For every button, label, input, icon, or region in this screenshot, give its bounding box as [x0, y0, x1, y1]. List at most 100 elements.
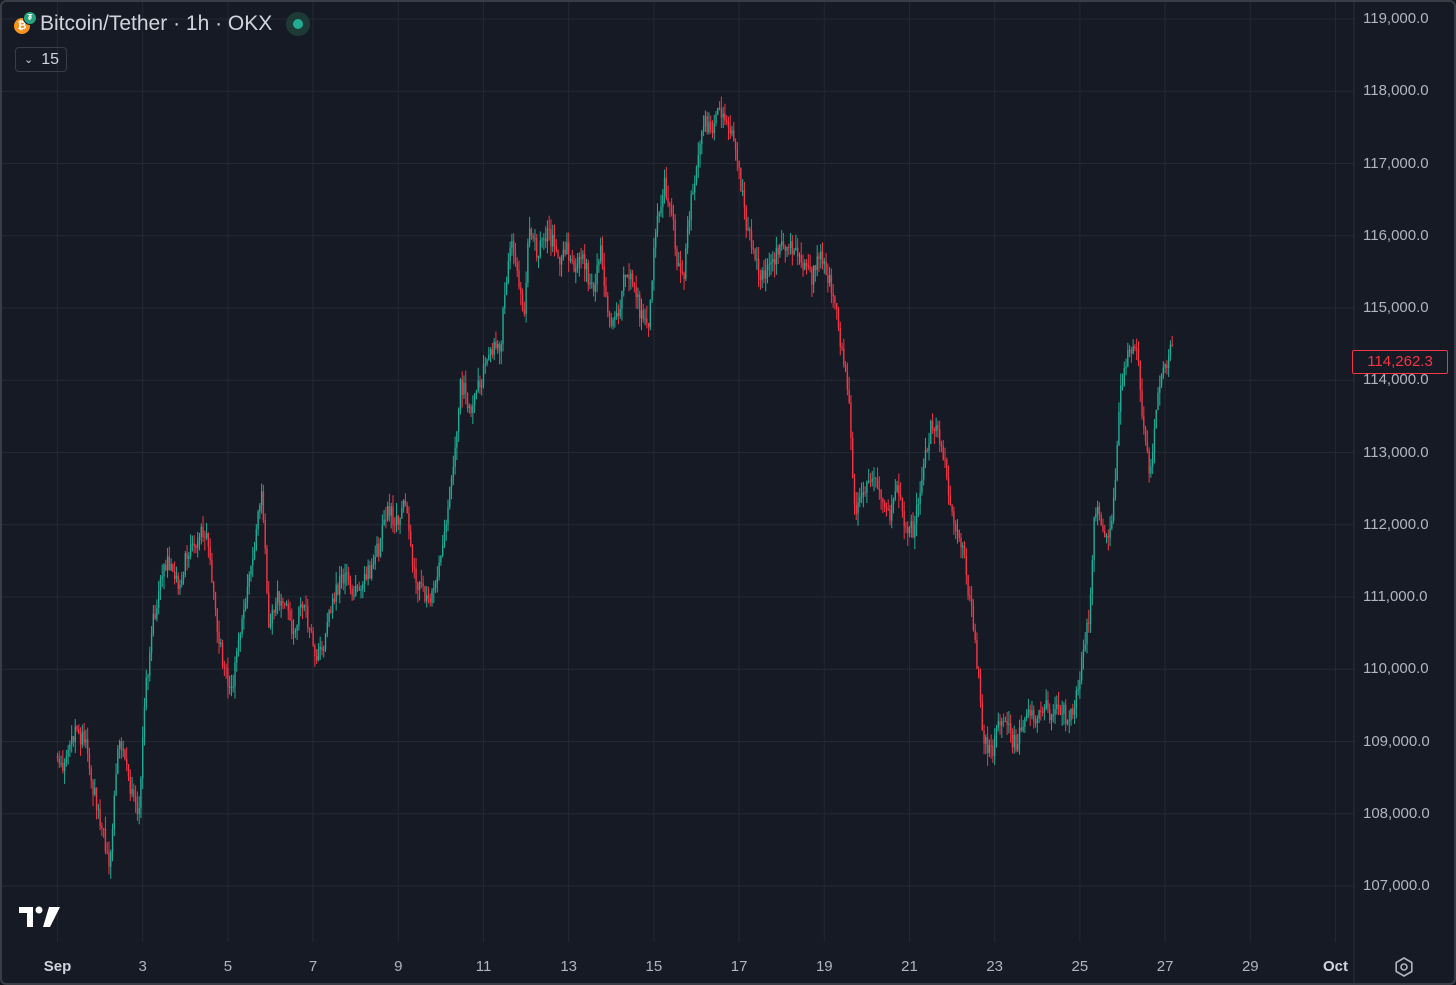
candle-body	[711, 129, 714, 133]
candle-body	[979, 676, 982, 702]
tradingview-logo-icon[interactable]	[19, 905, 61, 929]
candle-body	[120, 741, 123, 751]
candle-body	[713, 123, 715, 133]
candle-body	[841, 346, 843, 349]
candle-body	[394, 524, 396, 526]
candle-body	[481, 385, 483, 388]
candle-body	[388, 506, 391, 516]
candle-body	[855, 504, 857, 514]
candle-body	[102, 828, 105, 830]
candle-body	[319, 646, 321, 650]
candle-body	[647, 322, 650, 328]
candle-body	[798, 255, 801, 257]
x-tick-label: 3	[138, 958, 147, 975]
candle-body	[660, 206, 662, 214]
candle-body	[976, 639, 978, 669]
candle-body	[809, 267, 811, 269]
candle-body	[562, 249, 565, 259]
candle-body	[1136, 348, 1138, 350]
candle-body	[880, 489, 882, 499]
candle-body	[908, 527, 911, 534]
y-tick-label: 110,000.0	[1363, 660, 1429, 678]
y-tick-label: 115,000.0	[1363, 299, 1429, 316]
candle-body	[727, 122, 730, 128]
candle-body	[969, 595, 971, 599]
candle-body	[592, 282, 595, 292]
candle-body	[1125, 366, 1127, 369]
candle-body	[951, 505, 953, 512]
candle-body	[101, 825, 103, 829]
candle-body	[644, 318, 646, 320]
candle-body	[253, 549, 256, 559]
candle-body	[1111, 520, 1113, 529]
candle-body	[113, 795, 115, 830]
x-tick-label: 9	[394, 958, 403, 975]
candle-body	[291, 620, 293, 634]
candle-body	[71, 736, 73, 745]
candle-body	[521, 293, 524, 310]
candle-body	[701, 131, 703, 144]
candle-body	[1127, 350, 1129, 367]
candle-body	[821, 251, 824, 264]
candle-body	[1001, 721, 1003, 726]
candle-body	[154, 613, 156, 619]
candle-body	[264, 520, 266, 549]
candle-body	[814, 265, 817, 271]
symbol-header[interactable]: ₿ ₮ Bitcoin/Tether · 1h · OKX	[14, 11, 311, 36]
candle-body	[768, 264, 770, 266]
candle-body	[621, 291, 623, 309]
candle-body	[1116, 445, 1118, 480]
candle-body	[484, 363, 486, 365]
candle-body	[631, 273, 634, 284]
candle-body	[683, 273, 685, 280]
candle-body	[211, 559, 213, 583]
candle-body	[583, 254, 586, 270]
candle-body	[729, 127, 731, 134]
candle-body	[301, 604, 304, 608]
indicator-collapse-button[interactable]: ⌄ 15	[15, 47, 67, 72]
candle-body	[365, 574, 368, 580]
candle-body	[836, 303, 838, 309]
candle-body	[69, 744, 71, 750]
candle-body	[619, 308, 621, 316]
x-tick-label: Sep	[43, 958, 72, 975]
candle-body	[749, 228, 751, 231]
candle-body	[679, 263, 682, 272]
candle-body	[497, 343, 499, 349]
candle-body	[750, 230, 753, 248]
candle-body	[486, 359, 488, 364]
candle-body	[1109, 528, 1111, 538]
candle-body	[1128, 349, 1131, 351]
candle-body	[236, 651, 238, 663]
candle-body	[695, 166, 698, 184]
candle-body	[887, 509, 889, 511]
candle-body	[168, 556, 171, 571]
candle-body	[200, 526, 202, 538]
candle-body	[280, 601, 282, 606]
candle-body	[278, 591, 281, 606]
candle-body	[294, 630, 297, 632]
candle-body	[686, 227, 689, 249]
candle-body	[718, 107, 721, 110]
candle-body	[495, 341, 497, 349]
candle-body	[770, 262, 772, 265]
candle-body	[431, 590, 433, 603]
candle-body	[269, 623, 272, 628]
y-tick-label: 119,000.0	[1363, 10, 1429, 27]
candle-body	[399, 518, 401, 525]
market-status-icon[interactable]	[286, 12, 311, 36]
candle-body	[427, 595, 430, 599]
candle-body	[772, 259, 774, 263]
candle-body	[473, 393, 476, 406]
candle-body	[1157, 392, 1159, 410]
candle-body	[404, 500, 407, 505]
candle-body	[117, 748, 119, 774]
candle-body	[596, 265, 598, 285]
candle-body	[165, 564, 167, 570]
settings-gear-icon[interactable]	[1393, 956, 1415, 978]
chevron-down-icon: ⌄	[24, 54, 34, 66]
candle-body	[1082, 649, 1085, 657]
candle-body	[685, 248, 687, 280]
